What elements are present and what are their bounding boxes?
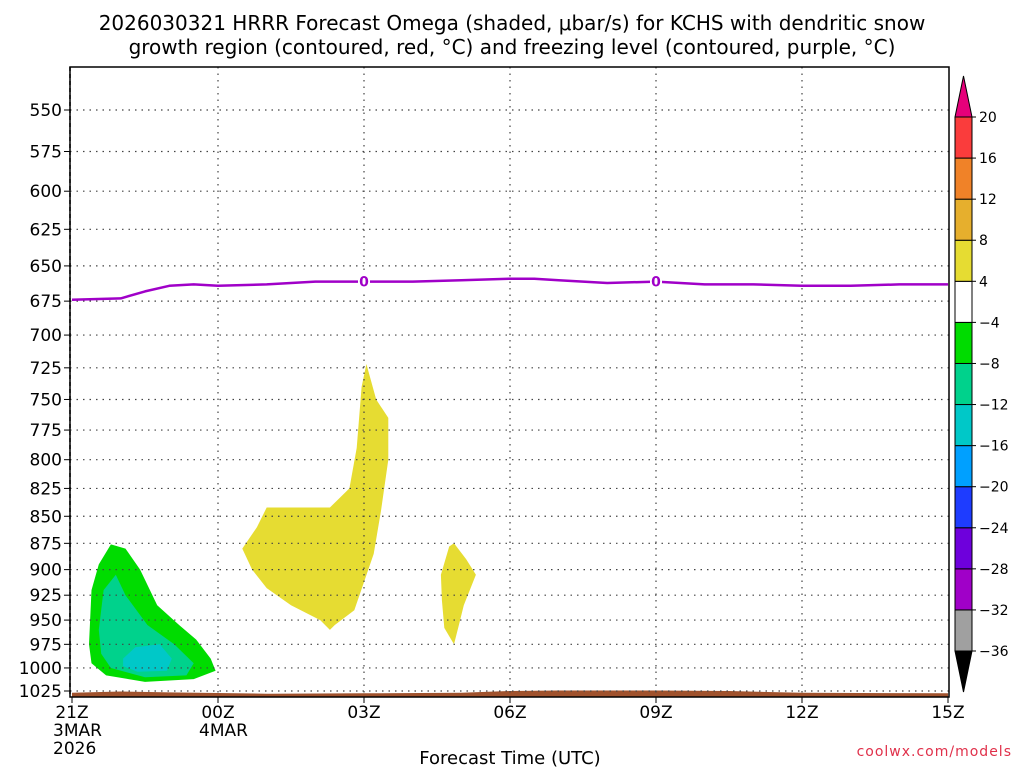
surface-terrain [72,690,948,697]
colorbar-box [954,157,973,200]
x-tick-label: 12Z [785,703,818,723]
colorbar-box [954,362,973,406]
chart-title-line-2: growth region (contoured, red, °C) and f… [129,35,896,59]
y-tick-label: 575 [30,142,62,162]
colorbar-tick-label: −16 [979,439,1009,455]
x-tick-label: 21Z [55,703,88,723]
colorbar-tick-label: −28 [979,562,1009,578]
colorbar-box [954,486,973,529]
y-axis: 550 575 600 625 650 675 700 725 750 775 800 825 850 8… [19,101,70,702]
colorbar-tick-label: 12 [979,192,997,208]
y-tick-label: 550 [30,101,62,121]
omega-region-4 [98,574,194,678]
omega-region-1 [242,364,389,630]
y-tick-label: 600 [30,182,62,202]
colorbar-tick-label: 4 [979,274,988,290]
x-tick-label: 09Z [639,703,672,723]
omega-region-2 [440,543,476,645]
colorbar-min-triangle [954,650,973,693]
y-tick-label: 950 [30,611,62,631]
colorbar-box [954,445,973,488]
colorbar-box [954,321,973,364]
y-tick-label: 875 [30,534,62,554]
y-tick-label: 750 [30,390,62,410]
omega-region-5 [123,644,172,672]
x-tick-date-label: 3MAR [53,721,102,741]
x-tick-label: 06Z [493,703,526,723]
y-tick-label: 975 [30,635,62,655]
y-tick-label: 1025 [19,682,62,702]
colorbar: −36 −32 −28 −24 −20 −16 −12 −8 −4 4 8 12 16 20 [954,75,1009,693]
colorbar-tick-label: 20 [979,110,997,126]
colorbar-tick-label: −36 [979,644,1009,660]
y-tick-label: 650 [30,257,62,277]
x-tick-label: 15Z [931,703,964,723]
colorbar-tick-label: 16 [979,151,997,167]
y-tick-label: 900 [30,561,62,581]
colorbar-box [954,527,973,570]
colorbar-tick-label: 8 [979,233,988,249]
plot-frame [69,66,950,698]
y-tick-label: 800 [30,451,62,471]
x-tick-date-label: 4MAR [199,721,248,741]
freezing-level-label-bg [650,273,662,290]
colorbar-tick-label: −12 [979,398,1009,414]
y-tick-label: 700 [30,326,62,346]
colorbar-box [954,404,973,447]
colorbar-box [954,280,973,323]
colorbar-box [954,239,973,282]
y-tick-label: 825 [30,479,62,499]
colorbar-tick-label: −24 [979,521,1009,537]
y-tick-label: 625 [30,220,62,240]
colorbar-box [954,568,973,611]
colorbar-box [954,116,973,159]
colorbar-tick-label: −32 [979,603,1009,619]
colorbar-box [954,198,973,241]
chart-title-line-1: 2026030321 HRRR Forecast Omega (shaded, … [99,11,926,35]
x-axis-label: Forecast Time (UTC) [419,748,600,768]
y-tick-label: 850 [30,507,62,527]
x-tick-label: 03Z [347,703,380,723]
colorbar-tick-label: −4 [979,315,1000,331]
y-tick-label: 1000 [19,659,62,679]
y-tick-label: 775 [30,421,62,441]
credit-text: coolwx.com/models [857,744,1012,760]
colorbar-tick-label: −20 [979,480,1009,496]
y-tick-label: 675 [30,292,62,312]
y-tick-label: 725 [30,359,62,379]
x-tick-label: 00Z [201,703,234,723]
y-tick-label: 925 [30,586,62,606]
colorbar-box [954,609,973,652]
freezing-level-label: 0 [359,275,369,291]
freezing-level-line [71,277,948,301]
colorbar-max-triangle [954,75,973,118]
freezing-level-label-bg [358,273,370,290]
x-tick-year-label: 2026 [53,739,96,759]
freezing-level-label: 0 [651,275,661,291]
colorbar-tick-label: −8 [979,356,1000,372]
